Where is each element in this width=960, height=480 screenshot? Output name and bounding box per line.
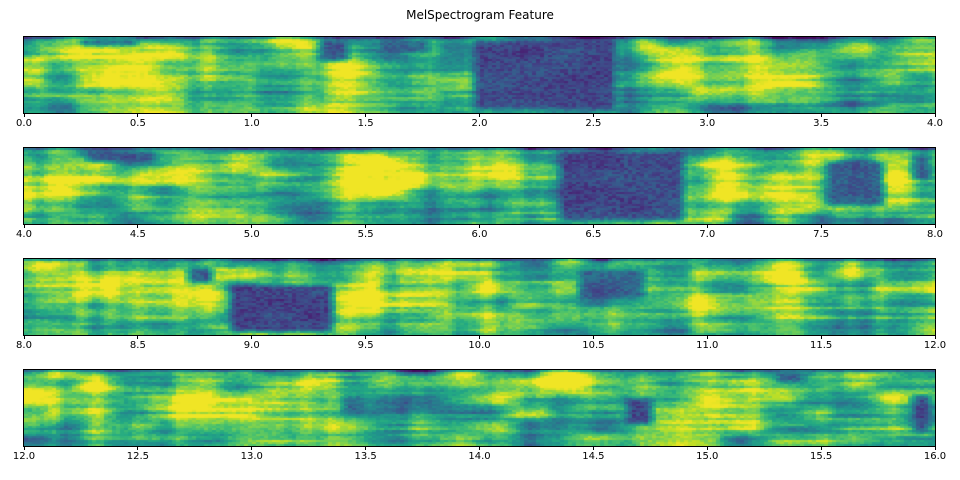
x-tick-label: 1.0 xyxy=(243,118,260,129)
spectrogram-panel-3: 8.0 8.5 9.0 9.5 10.0 10.5 11.0 11.5 12.0 xyxy=(16,258,946,351)
x-tick xyxy=(934,335,936,339)
x-tick xyxy=(934,224,936,228)
x-tick xyxy=(365,113,367,117)
x-tick-label: 16.0 xyxy=(923,451,947,462)
x-tick-label: 8.0 xyxy=(16,340,32,351)
chart-title: MelSpectrogram Feature xyxy=(406,8,554,22)
x-tick-label: 9.0 xyxy=(243,340,260,351)
spectrogram-panel-4: 12.0 12.5 13.0 13.5 14.0 14.5 15.0 15.5 16.0 xyxy=(13,369,946,462)
x-tick-label: 9.5 xyxy=(357,340,374,351)
x-tick xyxy=(479,446,480,450)
x-tick xyxy=(479,335,480,339)
spectrogram-heatmap-1 xyxy=(24,37,935,113)
spectrogram-panel-1: 0.0 0.5 1.0 1.5 2.0 2.5 3.0 3.5 4.0 xyxy=(16,36,943,129)
x-tick-label: 0.0 xyxy=(16,118,32,129)
x-tick xyxy=(592,224,594,228)
x-tick-label: 4.0 xyxy=(927,118,943,129)
x-tick xyxy=(479,113,480,117)
x-tick xyxy=(365,335,367,339)
x-tick-label: 15.5 xyxy=(809,451,833,462)
x-tick-label: 11.5 xyxy=(809,340,833,351)
spectrogram-heatmap-2 xyxy=(24,148,935,224)
x-tick-label: 7.5 xyxy=(813,229,830,240)
x-tick-label: 10.0 xyxy=(468,340,491,351)
x-tick-label: 12.0 xyxy=(923,340,947,351)
x-tick-label: 10.5 xyxy=(582,340,605,351)
x-tick xyxy=(479,224,480,228)
x-tick xyxy=(251,113,253,117)
x-tick-label: 6.5 xyxy=(585,229,602,240)
x-tick-label: 8.0 xyxy=(927,229,943,240)
x-tick xyxy=(706,224,708,228)
x-tick xyxy=(365,446,367,450)
x-tick-label: 12.5 xyxy=(126,451,150,462)
x-tick-label: 12.0 xyxy=(12,451,36,462)
x-tick xyxy=(137,224,139,228)
x-tick xyxy=(592,335,594,339)
x-tick xyxy=(592,446,594,450)
x-tick-label: 11.0 xyxy=(696,340,719,351)
x-tick xyxy=(706,113,708,117)
x-tick-label: 0.5 xyxy=(129,118,146,129)
x-tick-label: 6.0 xyxy=(471,229,488,240)
x-tick xyxy=(365,224,367,228)
x-tick-label: 13.0 xyxy=(240,451,263,462)
x-tick xyxy=(23,113,25,117)
x-tick-label: 3.5 xyxy=(813,118,830,129)
x-tick-label: 13.5 xyxy=(354,451,377,462)
x-tick xyxy=(23,446,25,450)
x-tick-label: 14.5 xyxy=(582,451,605,462)
spectrogram-panel-2: 4.0 4.5 5.0 5.5 6.0 6.5 7.0 7.5 8.0 xyxy=(16,147,943,240)
x-tick-label: 4.5 xyxy=(129,229,146,240)
x-tick xyxy=(820,335,822,339)
x-tick xyxy=(137,335,139,339)
x-tick xyxy=(251,224,253,228)
x-tick xyxy=(137,446,139,450)
spectrogram-heatmap-3 xyxy=(24,259,935,335)
x-tick-label: 3.0 xyxy=(699,118,716,129)
x-tick-label: 15.0 xyxy=(696,451,719,462)
x-tick-label: 5.0 xyxy=(243,229,260,240)
x-tick xyxy=(23,335,25,339)
x-tick xyxy=(251,446,253,450)
x-tick-label: 4.0 xyxy=(16,229,32,240)
x-tick xyxy=(23,224,25,228)
x-tick-label: 7.0 xyxy=(699,229,716,240)
x-tick xyxy=(820,113,822,117)
x-tick xyxy=(934,113,936,117)
x-tick-label: 2.5 xyxy=(585,118,602,129)
x-tick xyxy=(706,335,708,339)
spectrogram-heatmap-4 xyxy=(24,370,935,446)
x-tick xyxy=(706,446,708,450)
x-tick-label: 1.5 xyxy=(357,118,374,129)
x-tick xyxy=(820,446,822,450)
x-tick xyxy=(934,446,936,450)
x-tick xyxy=(137,113,139,117)
x-tick xyxy=(251,335,253,339)
x-tick-label: 8.5 xyxy=(129,340,146,351)
x-tick xyxy=(592,113,594,117)
x-tick-label: 14.0 xyxy=(468,451,491,462)
x-tick-label: 2.0 xyxy=(471,118,488,129)
x-tick xyxy=(820,224,822,228)
x-tick-label: 5.5 xyxy=(357,229,374,240)
